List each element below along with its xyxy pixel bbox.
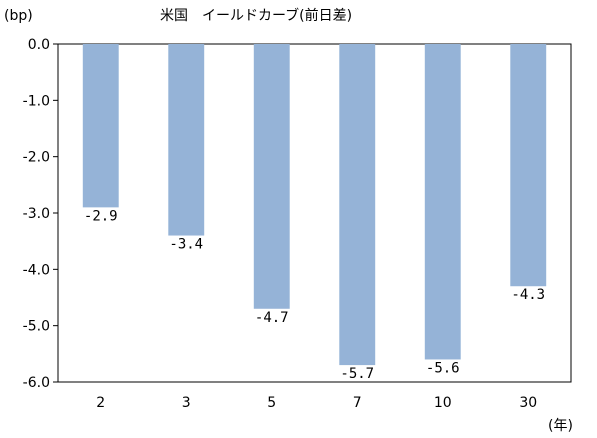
plot-area-frame xyxy=(57,43,572,383)
data-label-7: -5.7 xyxy=(340,366,374,382)
y-tick-label: -5.0 xyxy=(23,319,50,335)
y-tick-label: -3.0 xyxy=(23,206,50,222)
y-axis-ticks: 0.0 -1.0 -2.0 -3.0 -4.0 -5.0 -6.0 xyxy=(23,37,58,391)
data-label-5: -4.7 xyxy=(255,310,289,326)
bar-30 xyxy=(510,44,547,287)
y-tick-label: 0.0 xyxy=(28,37,50,53)
y-tick-label: -2.0 xyxy=(23,150,50,166)
data-label-3: -3.4 xyxy=(169,237,203,253)
y-tick-label: -4.0 xyxy=(23,262,50,278)
x-axis-unit-label: (年) xyxy=(548,418,573,434)
bars-group xyxy=(82,44,547,366)
x-tick-label: 30 xyxy=(519,395,537,411)
x-tick-label: 5 xyxy=(267,395,276,411)
data-label-10: -5.6 xyxy=(426,360,460,376)
y-tick-label: -6.0 xyxy=(23,375,50,391)
bar-5 xyxy=(253,44,290,309)
bar-2 xyxy=(82,44,119,208)
data-label-30: -4.3 xyxy=(511,287,545,303)
bar-3 xyxy=(168,44,205,236)
x-axis-ticks: 2 3 5 7 10 30 xyxy=(96,395,537,411)
x-tick-label: 3 xyxy=(182,395,191,411)
data-label-2: -2.9 xyxy=(84,208,118,224)
y-tick-label: -1.0 xyxy=(23,93,50,109)
y-axis-unit-label: (bp) xyxy=(4,8,33,24)
chart-title: 米国 イールドカーブ(前日差) xyxy=(160,7,352,24)
data-labels: -2.9 -3.4 -4.7 -5.7 -5.6 -4.3 xyxy=(84,208,545,382)
x-tick-label: 10 xyxy=(434,395,452,411)
bar-7 xyxy=(339,44,376,366)
bar-10 xyxy=(424,44,461,360)
x-tick-label: 7 xyxy=(353,395,362,411)
x-tick-label: 2 xyxy=(96,395,105,411)
